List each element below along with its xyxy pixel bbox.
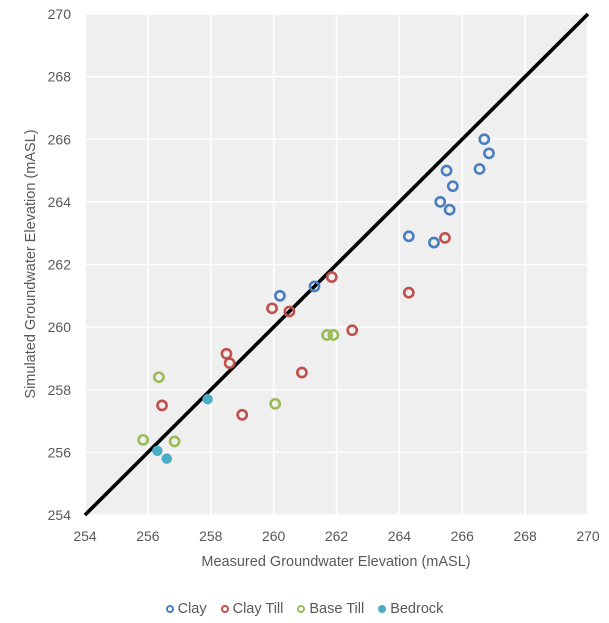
legend-marker-bedrock xyxy=(378,605,387,613)
y-tick-label: 266 xyxy=(48,131,72,147)
y-tick-label: 258 xyxy=(48,382,72,398)
bedrock-point xyxy=(202,393,213,405)
y-tick-label: 262 xyxy=(48,257,72,273)
base-till-point xyxy=(269,397,282,410)
x-tick-label: 268 xyxy=(513,528,537,544)
legend-label-clay: Clay xyxy=(177,601,207,617)
clay-point xyxy=(440,164,453,177)
y-tick-label: 254 xyxy=(48,507,72,523)
y-tick-label: 256 xyxy=(48,444,72,460)
clay-till-point xyxy=(296,366,308,379)
x-tick-label: 270 xyxy=(576,528,600,544)
x-tick-label: 264 xyxy=(388,528,412,544)
x-tick-label: 254 xyxy=(73,528,97,544)
base-till-point xyxy=(321,329,333,341)
clay-point xyxy=(434,195,447,208)
bedrock-point xyxy=(161,453,172,464)
legend-item-bedrock: Bedrock xyxy=(378,601,443,617)
x-tick-label: 266 xyxy=(451,528,475,544)
legend-label-base-till: Base Till xyxy=(309,601,365,617)
clay-point xyxy=(308,280,321,293)
clay-till-point xyxy=(266,302,278,315)
legend: Clay Clay Till Base Till Bedrock xyxy=(0,601,609,617)
data-points xyxy=(137,133,495,464)
base-till-point xyxy=(152,371,165,384)
clay-till-point xyxy=(325,271,338,283)
clay-point xyxy=(402,230,415,243)
bedrock-point xyxy=(152,445,163,457)
x-tick-label: 256 xyxy=(136,528,160,544)
scatter-chart: 254 256 258 260 262 264 266 268 270 254 256 258 260… xyxy=(23,6,600,570)
base-till-point xyxy=(137,433,150,446)
clay-till-point xyxy=(236,408,249,421)
clay-point xyxy=(274,289,286,302)
clay-point xyxy=(446,180,459,193)
legend-label-clay-till: Clay Till xyxy=(232,601,284,617)
x-tick-labels: 254 256 258 260 262 264 266 268 270 xyxy=(73,528,600,544)
x-tick-label: 258 xyxy=(199,528,223,544)
clay-till-point xyxy=(156,399,168,412)
legend-item-clay-till: Clay Till xyxy=(220,601,284,617)
clay-till-point xyxy=(223,357,236,370)
y-tick-label: 268 xyxy=(48,69,72,85)
legend-item-base-till: Base Till xyxy=(297,601,364,617)
clay-point xyxy=(443,203,456,216)
clay-point xyxy=(473,163,486,175)
clay-point xyxy=(478,133,491,146)
y-tick-label: 264 xyxy=(48,194,72,210)
y-tick-label: 270 xyxy=(48,6,72,22)
legend-label-bedrock: Bedrock xyxy=(390,601,444,617)
clay-till-point xyxy=(346,324,359,337)
legend-item-clay: Clay xyxy=(165,601,207,617)
clay-point xyxy=(428,236,440,249)
x-tick-label: 260 xyxy=(262,528,286,544)
legend-marker-base-till xyxy=(297,605,306,613)
y-tick-label: 260 xyxy=(48,319,72,335)
base-till-point xyxy=(168,435,181,448)
x-tick-label: 262 xyxy=(325,528,349,544)
clay-till-point xyxy=(283,305,296,318)
y-tick-labels: 254 256 258 260 262 264 266 268 270 xyxy=(48,6,72,523)
clay-till-point xyxy=(402,286,415,299)
clay-point xyxy=(483,147,495,160)
clay-till-point xyxy=(439,231,451,244)
y-axis-title: Simulated Groundwater Elevation (mASL) xyxy=(23,129,39,398)
legend-marker-clay-till xyxy=(220,605,229,613)
x-axis-title: Measured Groundwater Elevation (mASL) xyxy=(201,554,470,570)
base-till-point xyxy=(327,329,340,341)
reference-line-group xyxy=(83,12,590,517)
one-to-one-line xyxy=(83,12,590,517)
legend-marker-clay xyxy=(165,605,174,613)
